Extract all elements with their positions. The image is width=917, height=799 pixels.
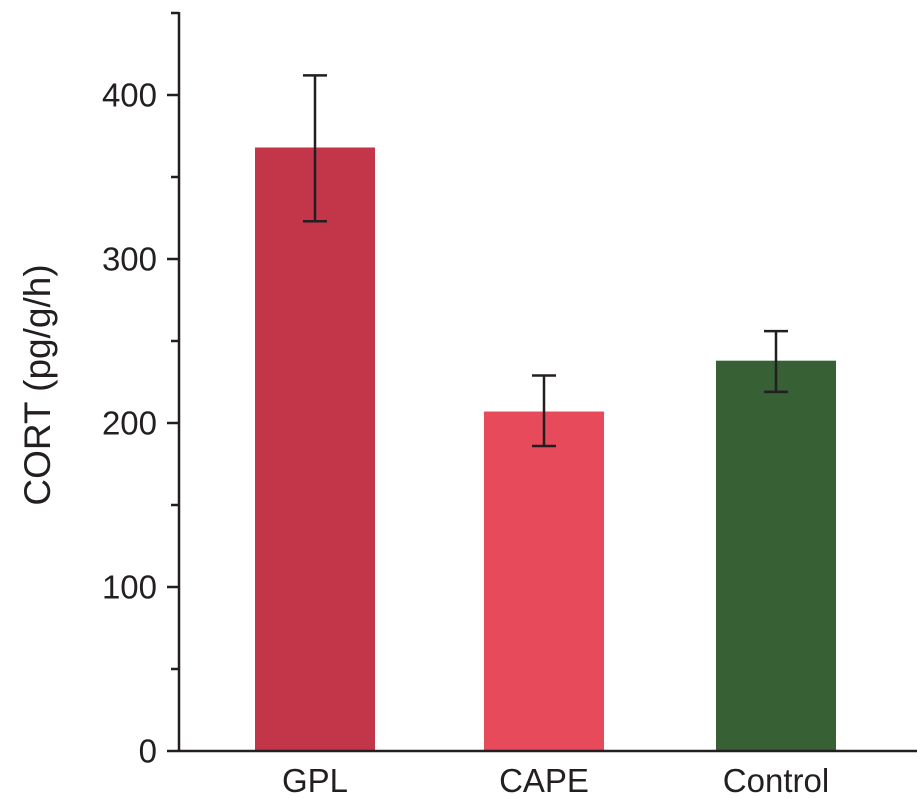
- x-labels-group: GPL CAPE Control: [282, 762, 829, 799]
- error-bar-control: [764, 329, 788, 394]
- error-bar-gpl: [303, 74, 327, 223]
- bars-group: [255, 147, 836, 752]
- x-tick-label-cape: CAPE: [499, 762, 589, 799]
- x-tick-label-control: Control: [723, 762, 829, 799]
- axes-group: [177, 12, 917, 753]
- bar-cape: [484, 411, 604, 751]
- y-ticks-group: 0 100 200 300 400: [102, 11, 179, 770]
- y-tick-label: 100: [102, 569, 157, 606]
- error-bars-group: [303, 74, 788, 448]
- y-tick-label: 300: [102, 241, 157, 278]
- y-tick-label: 200: [102, 405, 157, 442]
- y-tick-label: 400: [102, 77, 157, 114]
- x-tick-label-gpl: GPL: [282, 762, 348, 799]
- bar-control: [716, 360, 836, 751]
- error-bar-cape: [532, 374, 556, 448]
- y-axis-title: CORT (pg/g/h): [17, 264, 58, 505]
- bar-gpl: [255, 147, 375, 752]
- y-tick-label: 0: [139, 733, 157, 770]
